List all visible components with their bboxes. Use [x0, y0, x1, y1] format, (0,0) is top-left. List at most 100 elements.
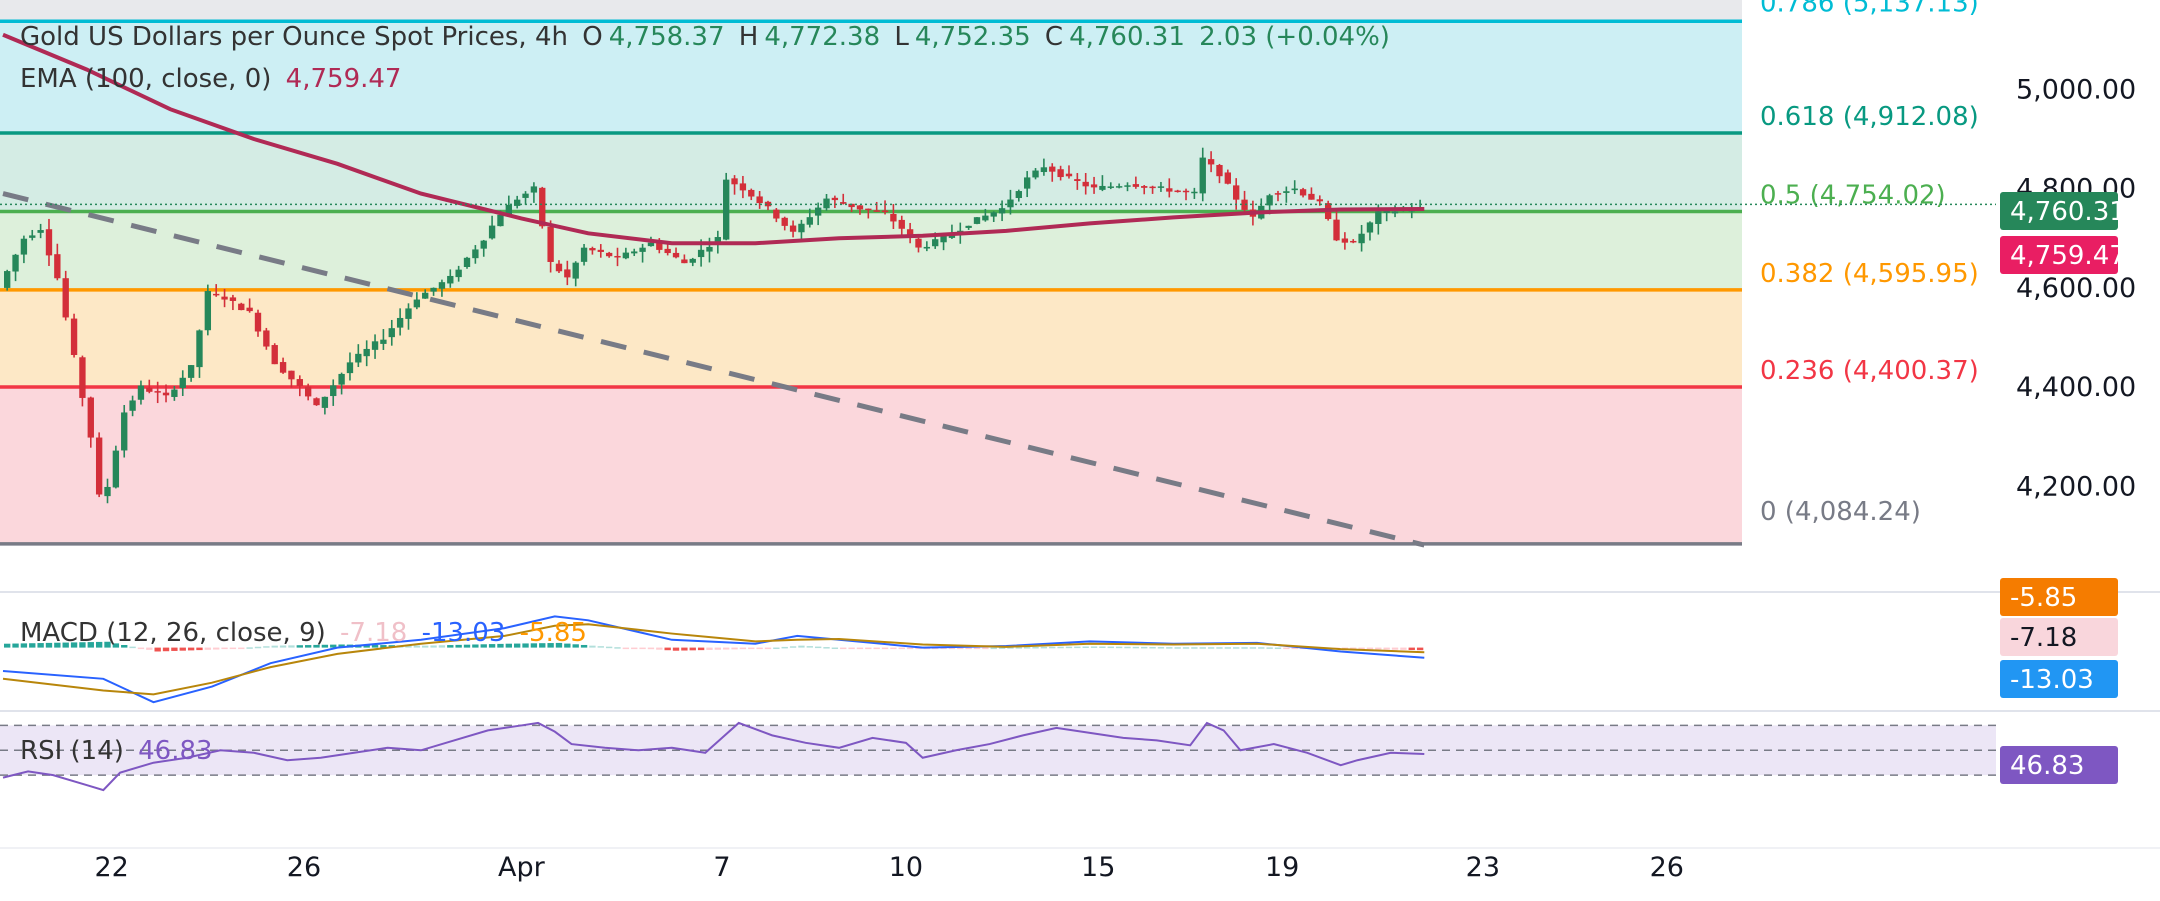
candle-body	[112, 450, 120, 488]
candle-body	[1299, 189, 1307, 196]
macd-histogram-bar	[1157, 647, 1165, 649]
ohlc-low: L 4,752.35	[894, 22, 1031, 52]
ohlc-high: H 4,772.38	[738, 22, 881, 52]
candle-body	[739, 183, 747, 191]
candle-body	[87, 397, 94, 438]
macd-histogram-bar	[137, 647, 145, 650]
macd-histogram-bar	[1375, 647, 1382, 650]
macd-histogram-bar	[79, 642, 86, 648]
macd-histogram-bar	[472, 644, 479, 648]
macd-signal-tag-bg	[2000, 578, 2118, 616]
candle-body	[1274, 193, 1282, 195]
macd-histogram-bar	[246, 647, 253, 649]
candle-body	[1149, 186, 1156, 189]
macd-histogram-bar	[840, 647, 847, 650]
candle-body	[279, 362, 287, 373]
candle-body	[1049, 166, 1056, 172]
macd-histogram-bar	[723, 647, 730, 650]
price-tick-label: 4,600.00	[2016, 273, 2136, 304]
macd-histogram-bar	[1149, 646, 1156, 649]
time-tick-label: 19	[1265, 852, 1299, 883]
macd-title: MACD (12, 26, close, 9)	[20, 618, 326, 648]
fib-zone-2	[0, 211, 1742, 290]
candle-body	[890, 213, 897, 222]
macd-histogram-bar	[731, 647, 738, 650]
candle-body	[1099, 185, 1106, 190]
macd-histogram-bar	[304, 645, 312, 648]
candle-body	[438, 282, 446, 289]
fib-label-1: 0.618 (4,912.08)	[1760, 102, 1979, 132]
macd-histogram-bar	[1391, 647, 1399, 650]
candle-body	[263, 330, 270, 347]
candle-body	[338, 373, 345, 385]
candle-body	[1283, 191, 1290, 193]
candle-body	[288, 370, 295, 380]
time-tick-label: 26	[1650, 852, 1684, 883]
candle-body	[1266, 195, 1273, 206]
macd-histogram-bar	[1057, 646, 1064, 649]
macd-histogram-bar	[1291, 647, 1298, 650]
candle-body	[447, 275, 454, 284]
candle-body	[1141, 186, 1148, 188]
candle-body	[162, 392, 170, 396]
candle-body	[1233, 185, 1240, 200]
macd-histogram-bar	[1224, 647, 1232, 649]
candle-body	[363, 348, 370, 357]
candle-body	[580, 247, 588, 262]
macd-histogram-bar	[647, 647, 655, 650]
candle-body	[380, 339, 387, 344]
candle-body	[639, 247, 646, 252]
macd-histogram-bar	[1258, 647, 1265, 649]
macd-line-tag: -13.03	[2010, 665, 2094, 695]
macd-histogram-bar	[1366, 647, 1374, 650]
ohlc-close: C 4,760.31	[1044, 22, 1185, 52]
candle-body	[1057, 169, 1064, 178]
macd-histogram-bar	[438, 645, 446, 648]
candle-body	[371, 341, 379, 350]
macd-histogram-bar	[547, 643, 554, 648]
candle-body	[146, 387, 153, 392]
fib-zone-top	[0, 0, 1742, 22]
macd-histogram-bar	[1090, 646, 1098, 648]
macd-histogram-bar	[1249, 647, 1257, 649]
rsi-legend-value: 46.83	[138, 736, 213, 766]
macd-histogram-bar	[1174, 647, 1181, 649]
candle-body	[12, 254, 19, 272]
candle-body	[973, 217, 981, 224]
macd-histogram-bar	[856, 647, 864, 650]
macd-histogram-bar	[1007, 647, 1014, 649]
macd-histogram-bar	[898, 647, 905, 650]
candle-body	[865, 208, 872, 211]
candle-body	[1308, 193, 1315, 200]
macd-histogram-bar	[505, 643, 512, 648]
macd-histogram-bar	[463, 644, 471, 648]
candle-body	[505, 204, 512, 215]
candle-body	[1316, 199, 1323, 202]
macd-histogram-bar	[488, 644, 496, 648]
macd-histogram-bar	[1383, 647, 1390, 650]
macd-histogram-bar	[45, 642, 53, 648]
fib-zone-3	[0, 289, 1742, 388]
candle-body	[221, 296, 228, 300]
macd-histogram-bar	[806, 646, 813, 648]
macd-histogram-bar	[764, 647, 772, 650]
candle-body	[463, 257, 471, 267]
candle-body	[1015, 191, 1022, 199]
ema-legend: EMA (100, close, 0) 4,759.47	[20, 64, 407, 94]
macd-histogram-bar	[1065, 646, 1073, 649]
candle-body	[480, 240, 487, 249]
candle-body	[823, 198, 830, 209]
macd-histogram-bar	[990, 647, 997, 650]
macd-histogram-bar	[154, 647, 161, 652]
macd-histogram-bar	[522, 643, 529, 648]
macd-histogram-bar	[1074, 646, 1081, 649]
candle-body	[171, 389, 178, 397]
candle-body	[1383, 209, 1390, 213]
time-tick-label: 23	[1466, 852, 1500, 883]
macd-histogram-bar	[982, 647, 989, 650]
macd-histogram-bar	[1274, 647, 1282, 650]
macd-histogram-bar	[1216, 647, 1223, 649]
candle-body	[104, 486, 111, 497]
macd-histogram-bar	[714, 647, 722, 650]
